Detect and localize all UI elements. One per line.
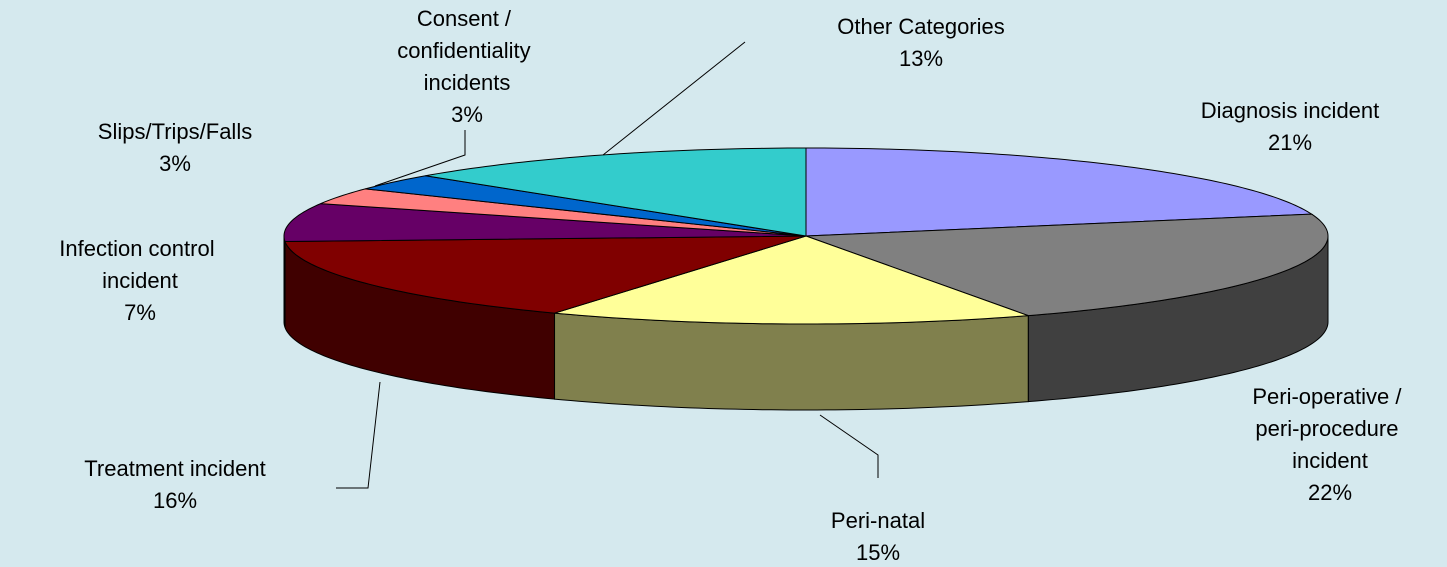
- slice-label: Consent / confidentiality incidents: [397, 6, 536, 95]
- slice: [365, 175, 807, 237]
- leader-line: [374, 130, 466, 187]
- slice-side: [283, 235, 286, 328]
- value-label: 7%: [124, 300, 156, 325]
- pie-sides: [283, 235, 1329, 411]
- value-label: 21%: [1268, 130, 1312, 155]
- value-label: 16%: [153, 488, 197, 513]
- slice: [284, 235, 807, 314]
- leader-line: [602, 41, 746, 156]
- value-label: 3%: [451, 102, 483, 127]
- slice: [425, 147, 807, 237]
- labels: Diagnosis incident 21% Peri-operative / pe…: [59, 6, 1407, 565]
- slice-label: Other Categories: [837, 14, 1005, 39]
- leader-lines: [336, 41, 879, 489]
- leader-line: [819, 414, 879, 478]
- slice: [805, 147, 1314, 237]
- slice-label: Peri-operative / peri-procedure incident: [1252, 384, 1407, 473]
- slice: [320, 188, 807, 237]
- slice-side: [554, 312, 1029, 411]
- value-label: 13%: [899, 46, 943, 71]
- slice-label: Slips/Trips/Falls: [98, 119, 252, 144]
- slice: [554, 235, 1029, 325]
- value-label: 3%: [159, 151, 191, 176]
- value-label: 22%: [1308, 480, 1352, 505]
- slice-label: Treatment incident: [84, 456, 265, 481]
- slice: [805, 213, 1329, 317]
- leader-line: [336, 381, 381, 489]
- pie-tops: [283, 147, 1329, 325]
- value-label: 15%: [856, 540, 900, 565]
- slice-label: Infection control incident: [59, 236, 220, 293]
- slice-label: Peri-natal: [831, 508, 925, 533]
- slice: [283, 203, 807, 243]
- slice-label: Diagnosis incident: [1201, 98, 1380, 123]
